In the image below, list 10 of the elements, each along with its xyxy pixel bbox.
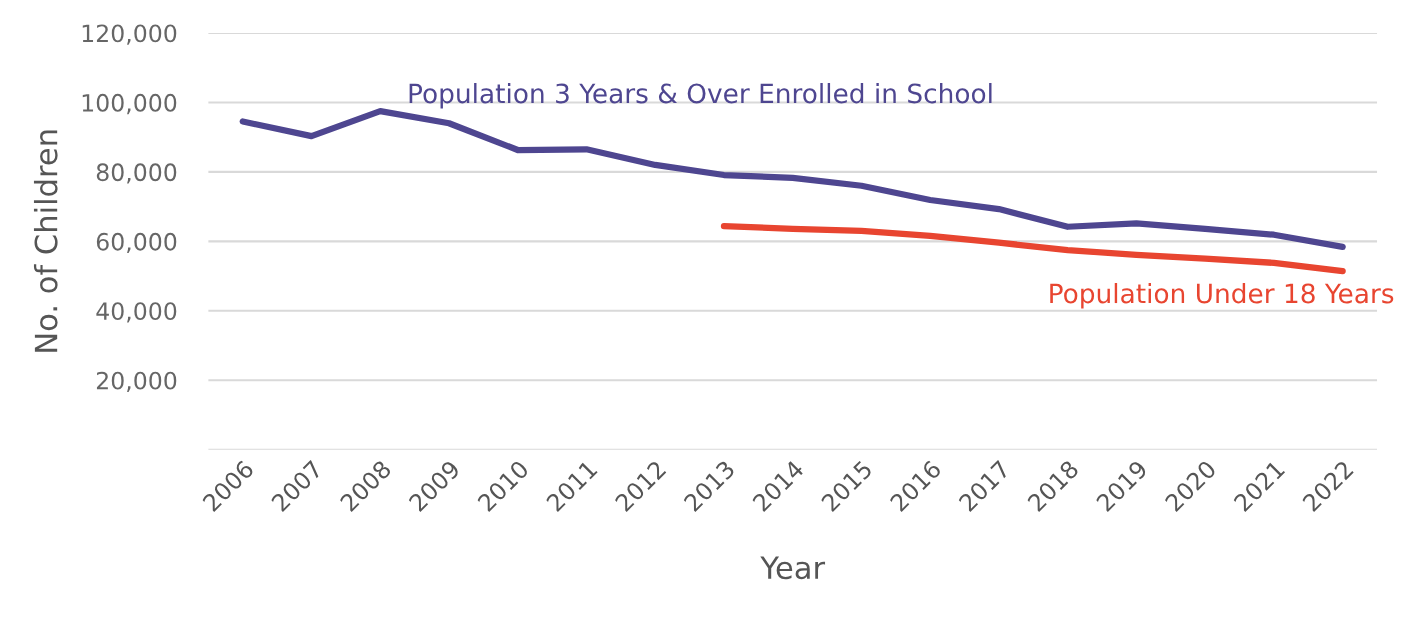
y-axis-title: No. of Children bbox=[33, 130, 58, 352]
y-tick-label: 120,000 bbox=[82, 24, 177, 45]
y-tick-label: 80,000 bbox=[96, 163, 177, 184]
y-tick-label: 40,000 bbox=[96, 302, 177, 323]
y-tick-label: 100,000 bbox=[82, 93, 177, 115]
x-axis-title: Year bbox=[760, 556, 826, 580]
series-label: Population Under 18 Years bbox=[1050, 283, 1394, 309]
y-tick-label: 20,000 bbox=[96, 371, 177, 392]
y-tick-label: 60,000 bbox=[96, 232, 177, 254]
series-label: Population 3 Years & Over Enrolled in School bbox=[409, 82, 992, 109]
